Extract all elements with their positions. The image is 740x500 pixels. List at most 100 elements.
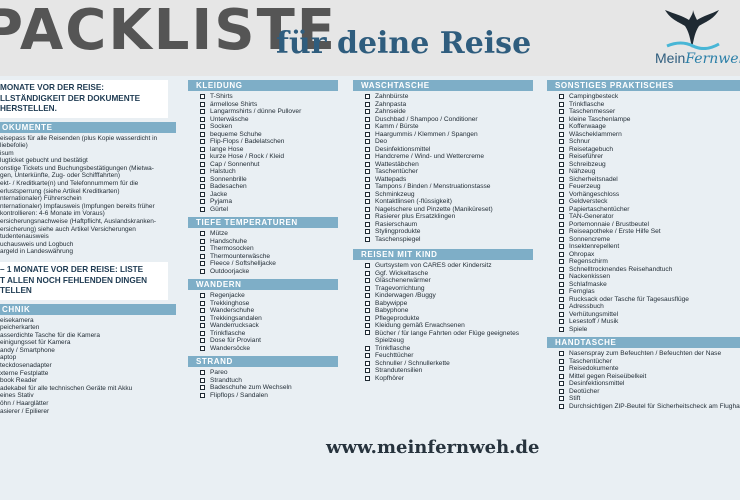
- checklist-item[interactable]: Papiertaschentücher: [559, 206, 740, 214]
- checkbox[interactable]: [559, 139, 564, 145]
- checkbox[interactable]: [365, 191, 370, 197]
- checkbox[interactable]: [365, 139, 370, 145]
- checklist-item[interactable]: Badeschuhe zum Wechseln: [200, 384, 338, 392]
- checkbox[interactable]: [365, 146, 370, 152]
- checkbox[interactable]: [559, 109, 564, 115]
- checklist-item[interactable]: Campingbesteck: [559, 93, 740, 101]
- checkbox[interactable]: [200, 315, 205, 321]
- checkbox[interactable]: [365, 169, 370, 175]
- checklist-item[interactable]: Trinkflasche: [200, 330, 338, 338]
- checkbox[interactable]: [559, 169, 564, 175]
- checkbox[interactable]: [200, 338, 205, 344]
- checkbox[interactable]: [365, 116, 370, 122]
- checklist-item[interactable]: Wandersöcke: [200, 345, 338, 353]
- checklist-item[interactable]: Gürtel: [200, 206, 338, 214]
- checkbox[interactable]: [200, 139, 205, 145]
- checklist-item[interactable]: Wanderrucksack: [200, 322, 338, 330]
- checklist-item[interactable]: Taschenspiegel: [365, 236, 533, 244]
- checkbox[interactable]: [200, 385, 205, 391]
- checkbox[interactable]: [200, 345, 205, 351]
- checklist-item[interactable]: Portemonnaie / Brustbeutel: [559, 221, 740, 229]
- checklist-item[interactable]: Strandtuch: [200, 377, 338, 385]
- checklist-item[interactable]: Pyjama: [200, 198, 338, 206]
- checklist-item[interactable]: Duschbad / Shampoo / Conditioner: [365, 116, 533, 124]
- checklist-item[interactable]: Deo: [365, 138, 533, 146]
- checkbox[interactable]: [559, 388, 564, 394]
- checklist-item[interactable]: Flip-Flops / Badelatschen: [200, 138, 338, 146]
- checklist-item[interactable]: Zahnseide: [365, 108, 533, 116]
- checkbox[interactable]: [559, 326, 564, 332]
- checklist-item[interactable]: Wattepads: [365, 176, 533, 184]
- checkbox[interactable]: [559, 366, 564, 372]
- checklist-item[interactable]: Sicherheitsnadel: [559, 176, 740, 184]
- checkbox[interactable]: [200, 377, 205, 383]
- checkbox[interactable]: [365, 308, 370, 314]
- checklist-item[interactable]: Vorhängeschloss: [559, 191, 740, 199]
- checklist-item[interactable]: Pareo: [200, 369, 338, 377]
- checklist-item[interactable]: Mittel gegen Reiseübelkeit: [559, 373, 740, 381]
- checklist-item[interactable]: Taschenmesser: [559, 108, 740, 116]
- checkbox[interactable]: [365, 206, 370, 212]
- checklist-item[interactable]: Trinkflasche: [559, 101, 740, 109]
- checklist-item[interactable]: Kopfhörer: [365, 375, 533, 383]
- checklist-item[interactable]: Fleece / Softshelljacke: [200, 260, 338, 268]
- checklist-item[interactable]: Zahnbürste: [365, 93, 533, 101]
- checkbox[interactable]: [200, 261, 205, 267]
- checkbox[interactable]: [559, 396, 564, 402]
- checkbox[interactable]: [365, 229, 370, 235]
- checkbox[interactable]: [365, 285, 370, 291]
- checkbox[interactable]: [200, 199, 205, 205]
- checklist-item[interactable]: Mütze: [200, 230, 338, 238]
- checkbox[interactable]: [365, 323, 370, 329]
- checkbox[interactable]: [559, 94, 564, 100]
- checkbox[interactable]: [559, 351, 564, 357]
- checklist-item[interactable]: Sonnencreme: [559, 236, 740, 244]
- checkbox[interactable]: [200, 392, 205, 398]
- checkbox[interactable]: [365, 236, 370, 242]
- checklist-item[interactable]: Thermounterwäsche: [200, 253, 338, 261]
- checkbox[interactable]: [365, 161, 370, 167]
- checklist-item[interactable]: Nackenkissen: [559, 273, 740, 281]
- checklist-item[interactable]: Insektenrepellent: [559, 243, 740, 251]
- checklist-item[interactable]: Nagelschere und Pinzette (Maniküreset): [365, 206, 533, 214]
- checkbox[interactable]: [200, 116, 205, 122]
- checklist-item[interactable]: Haargummis / Klemmen / Spangen: [365, 131, 533, 139]
- checkbox[interactable]: [200, 370, 205, 376]
- checkbox[interactable]: [559, 244, 564, 250]
- checklist-item[interactable]: Jacke: [200, 191, 338, 199]
- checklist-item[interactable]: Adressbuch: [559, 303, 740, 311]
- checkbox[interactable]: [200, 184, 205, 190]
- checkbox[interactable]: [200, 101, 205, 107]
- checkbox[interactable]: [200, 154, 205, 160]
- checkbox[interactable]: [559, 251, 564, 257]
- checkbox[interactable]: [559, 116, 564, 122]
- checkbox[interactable]: [559, 221, 564, 227]
- checklist-item[interactable]: Desinfektionsmittel: [365, 146, 533, 154]
- checkbox[interactable]: [559, 274, 564, 280]
- checklist-item[interactable]: Trekkingsandalen: [200, 315, 338, 323]
- checkbox[interactable]: [365, 270, 370, 276]
- checklist-item[interactable]: Badesachen: [200, 183, 338, 191]
- checklist-item[interactable]: Tampons / Binden / Menstruationstasse: [365, 183, 533, 191]
- checklist-item[interactable]: Stylingprodukte: [365, 228, 533, 236]
- checkbox[interactable]: [365, 109, 370, 115]
- checkbox[interactable]: [365, 315, 370, 321]
- checklist-item[interactable]: Nasenspray zum Befeuchten / Befeuchten d…: [559, 350, 740, 358]
- checklist-item[interactable]: Handcreme / Wind- und Wettercreme: [365, 153, 533, 161]
- checklist-item[interactable]: TAN-Generator: [559, 213, 740, 221]
- checklist-item[interactable]: Taschentücher: [365, 168, 533, 176]
- checkbox[interactable]: [200, 308, 205, 314]
- checklist-item[interactable]: Zahnpasta: [365, 101, 533, 109]
- checkbox[interactable]: [365, 221, 370, 227]
- checkbox[interactable]: [200, 109, 205, 115]
- checkbox[interactable]: [559, 206, 564, 212]
- checklist-item[interactable]: Thermosocken: [200, 245, 338, 253]
- checkbox[interactable]: [365, 184, 370, 190]
- checkbox[interactable]: [200, 330, 205, 336]
- checkbox[interactable]: [200, 191, 205, 197]
- checkbox[interactable]: [200, 253, 205, 259]
- checkbox[interactable]: [365, 214, 370, 220]
- checklist-item[interactable]: Spiele: [559, 326, 740, 334]
- checkbox[interactable]: [365, 300, 370, 306]
- checklist-item[interactable]: Kofferwaage: [559, 123, 740, 131]
